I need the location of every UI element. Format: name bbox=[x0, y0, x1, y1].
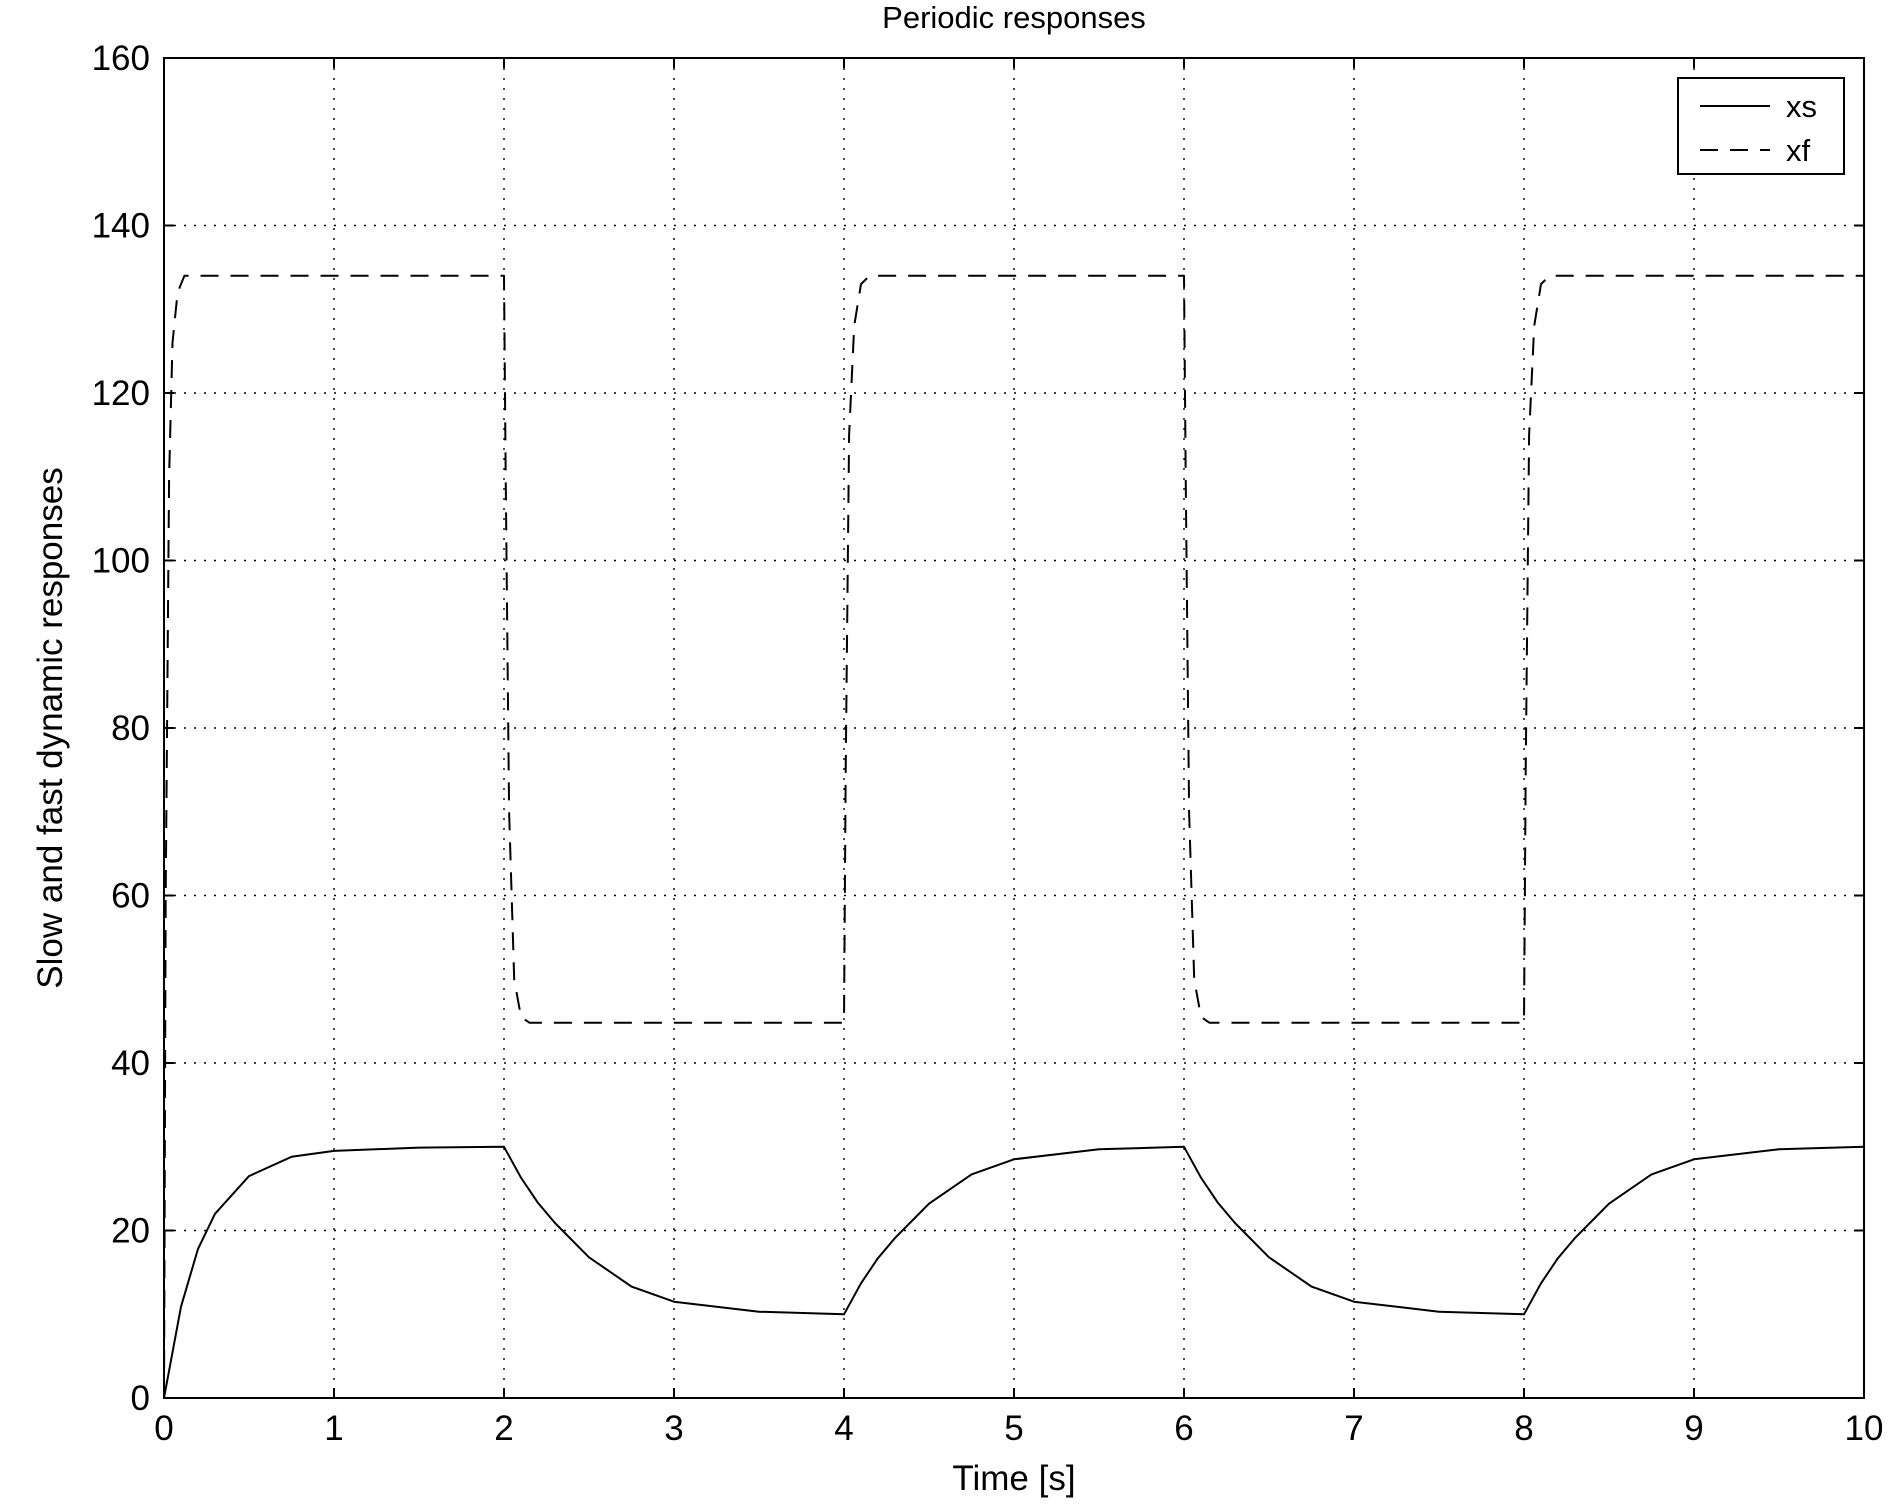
x-tick-label: 8 bbox=[1514, 1409, 1533, 1448]
x-tick-label: 6 bbox=[1174, 1409, 1193, 1448]
y-tick-label: 20 bbox=[111, 1212, 150, 1251]
x-tick-label: 9 bbox=[1684, 1409, 1703, 1448]
x-tick-label: 3 bbox=[664, 1409, 683, 1448]
x-tick-label: 7 bbox=[1344, 1409, 1363, 1448]
legend-label-xs: xs bbox=[1786, 89, 1817, 124]
chart-title: Periodic responses bbox=[882, 0, 1146, 35]
y-tick-label: 40 bbox=[111, 1044, 150, 1083]
y-tick-label: 140 bbox=[92, 207, 150, 246]
y-tick-label: 100 bbox=[92, 542, 150, 581]
grid bbox=[164, 58, 1864, 1398]
x-axis-label: Time [s] bbox=[952, 1459, 1075, 1498]
x-tick-label: 1 bbox=[324, 1409, 343, 1448]
x-tick-label: 2 bbox=[494, 1409, 513, 1448]
y-tick-label: 120 bbox=[92, 374, 150, 413]
legend: xs xf bbox=[1677, 77, 1845, 175]
x-tick-label: 0 bbox=[154, 1409, 173, 1448]
legend-label-xf: xf bbox=[1786, 133, 1811, 168]
series-line-xs bbox=[163, 1145, 1865, 1399]
plot-series bbox=[163, 274, 1865, 1399]
y-tick-label: 160 bbox=[92, 39, 150, 78]
legend-box bbox=[1677, 77, 1845, 175]
x-tick-label: 4 bbox=[834, 1409, 853, 1448]
y-tick-label: 80 bbox=[111, 709, 150, 748]
y-tick-label: 60 bbox=[111, 877, 150, 916]
series-line-xf bbox=[163, 274, 1864, 1399]
x-tick-label: 5 bbox=[1004, 1409, 1023, 1448]
y-tick-label: 0 bbox=[131, 1379, 150, 1418]
y-axis-label: Slow and fast dynamic responses bbox=[31, 467, 70, 988]
x-tick-label: 10 bbox=[1845, 1409, 1884, 1448]
